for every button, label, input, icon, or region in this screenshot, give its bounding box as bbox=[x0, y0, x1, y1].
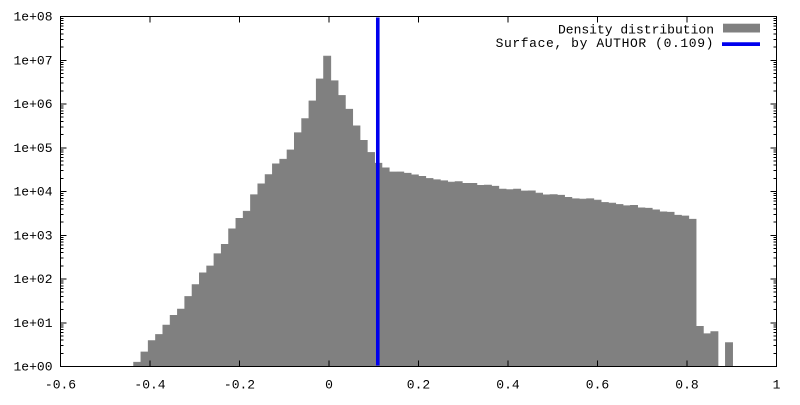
svg-text:1e+00: 1e+00 bbox=[13, 360, 52, 375]
svg-text:0.2: 0.2 bbox=[407, 378, 430, 393]
svg-text:1e+03: 1e+03 bbox=[13, 228, 52, 243]
svg-text:1e+06: 1e+06 bbox=[13, 97, 52, 112]
svg-text:0.6: 0.6 bbox=[586, 378, 609, 393]
svg-text:1e+08: 1e+08 bbox=[13, 10, 52, 25]
svg-text:-0.2: -0.2 bbox=[224, 378, 255, 393]
svg-text:Surface, by AUTHOR (0.109): Surface, by AUTHOR (0.109) bbox=[496, 36, 714, 51]
svg-text:0: 0 bbox=[325, 378, 333, 393]
svg-text:1e+07: 1e+07 bbox=[13, 53, 52, 68]
svg-text:1: 1 bbox=[773, 378, 781, 393]
svg-text:-0.6: -0.6 bbox=[45, 378, 76, 393]
svg-text:1e+04: 1e+04 bbox=[13, 185, 52, 200]
svg-text:0.8: 0.8 bbox=[675, 378, 698, 393]
svg-text:-0.4: -0.4 bbox=[134, 378, 165, 393]
svg-text:0.4: 0.4 bbox=[496, 378, 520, 393]
svg-text:1e+01: 1e+01 bbox=[13, 316, 52, 331]
svg-text:1e+05: 1e+05 bbox=[13, 141, 52, 156]
svg-text:1e+02: 1e+02 bbox=[13, 272, 52, 287]
